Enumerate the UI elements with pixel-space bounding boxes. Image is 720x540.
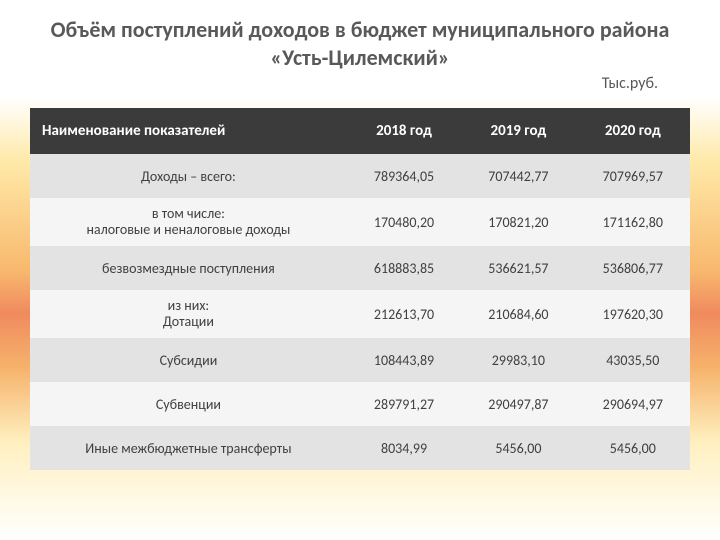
col-header-2019: 2019 год: [461, 108, 575, 154]
cell-value: 197620,30: [576, 290, 690, 338]
cell-name: Иные межбюджетные трансферты: [30, 426, 347, 470]
cell-name: безвозмездные поступления: [30, 246, 347, 290]
cell-value: 171162,80: [576, 198, 690, 246]
cell-value: 536806,77: [576, 246, 690, 290]
table-row: в том числе: налоговые и неналоговые дох…: [30, 198, 690, 246]
col-header-2018: 2018 год: [347, 108, 461, 154]
cell-name: Доходы – всего:: [30, 154, 347, 198]
cell-value: 707442,77: [461, 154, 575, 198]
table: Наименование показателей 2018 год 2019 г…: [30, 108, 690, 470]
cell-name: Субсидии: [30, 338, 347, 382]
col-header-2020: 2020 год: [576, 108, 690, 154]
cell-value: 289791,27: [347, 382, 461, 426]
cell-value: 29983,10: [461, 338, 575, 382]
table-header-row: Наименование показателей 2018 год 2019 г…: [30, 108, 690, 154]
page-title: Объём поступлений доходов в бюджет муниц…: [0, 0, 720, 71]
budget-table: Наименование показателей 2018 год 2019 г…: [30, 108, 690, 470]
table-row: Субвенции289791,27290497,87290694,97: [30, 382, 690, 426]
cell-value: 536621,57: [461, 246, 575, 290]
col-header-name: Наименование показателей: [30, 108, 347, 154]
cell-value: 43035,50: [576, 338, 690, 382]
cell-value: 108443,89: [347, 338, 461, 382]
table-row: Субсидии108443,8929983,1043035,50: [30, 338, 690, 382]
cell-value: 8034,99: [347, 426, 461, 470]
cell-name: в том числе: налоговые и неналоговые дох…: [30, 198, 347, 246]
cell-value: 290497,87: [461, 382, 575, 426]
cell-name: из них: Дотации: [30, 290, 347, 338]
unit-label: Тыс.руб.: [602, 74, 658, 93]
cell-value: 707969,57: [576, 154, 690, 198]
table-row: из них: Дотации212613,70210684,60197620,…: [30, 290, 690, 338]
cell-value: 210684,60: [461, 290, 575, 338]
cell-value: 5456,00: [461, 426, 575, 470]
cell-value: 789364,05: [347, 154, 461, 198]
cell-value: 618883,85: [347, 246, 461, 290]
cell-value: 5456,00: [576, 426, 690, 470]
cell-value: 170480,20: [347, 198, 461, 246]
cell-value: 212613,70: [347, 290, 461, 338]
cell-value: 290694,97: [576, 382, 690, 426]
cell-value: 170821,20: [461, 198, 575, 246]
table-row: Иные межбюджетные трансферты8034,995456,…: [30, 426, 690, 470]
cell-name: Субвенции: [30, 382, 347, 426]
table-row: безвозмездные поступления618883,85536621…: [30, 246, 690, 290]
table-row: Доходы – всего:789364,05707442,77707969,…: [30, 154, 690, 198]
